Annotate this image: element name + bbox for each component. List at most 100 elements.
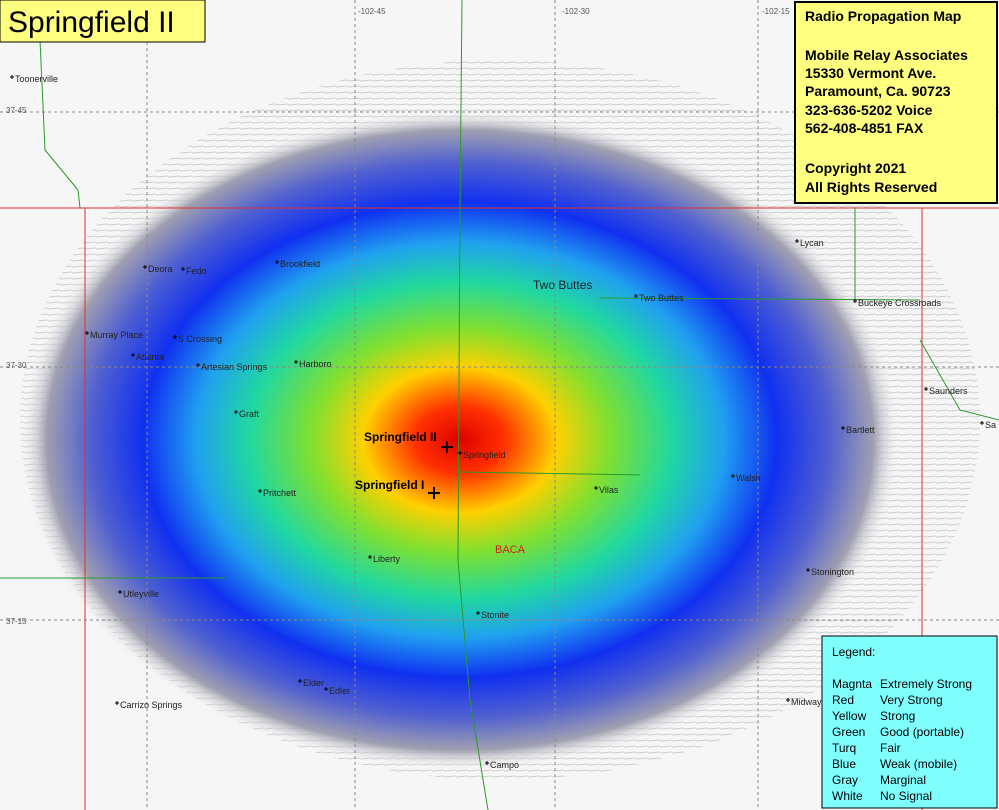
place-label: Edler bbox=[329, 686, 350, 696]
place-label: Bartlett bbox=[846, 425, 875, 435]
place-label: Buckeye Crossroads bbox=[858, 298, 942, 308]
place-marker bbox=[485, 761, 489, 765]
place-label: Stonite bbox=[481, 610, 509, 620]
place-label: Atlanta bbox=[136, 352, 164, 362]
place-marker bbox=[294, 360, 298, 364]
place-label: Walsh bbox=[736, 473, 761, 483]
legend-meaning: No Signal bbox=[880, 789, 932, 803]
place-label: Midway bbox=[791, 697, 822, 707]
place-label: Stonington bbox=[811, 567, 854, 577]
copyright: All Rights Reserved bbox=[805, 179, 937, 195]
places: Toonerville Deora Fedo Brookfield Murray Pla… bbox=[10, 74, 996, 770]
place-label: Two Buttes bbox=[533, 278, 592, 292]
transmitter-marker bbox=[428, 487, 440, 499]
place-marker bbox=[795, 239, 799, 243]
grid-label: -102-45 bbox=[358, 7, 386, 16]
info-line: Paramount, Ca. 90723 bbox=[805, 83, 951, 99]
legend-color: Gray bbox=[832, 773, 858, 787]
place-marker bbox=[10, 75, 14, 79]
title-box bbox=[0, 0, 206, 43]
place-marker bbox=[143, 265, 147, 269]
grid-labels: -102-45 -102-30 -102-15 37-45 37-30 37-1… bbox=[6, 7, 790, 626]
place-marker bbox=[275, 260, 279, 264]
place-label: Pritchett bbox=[263, 488, 297, 498]
place-marker bbox=[324, 687, 328, 691]
place-label: Two Buttes bbox=[639, 293, 684, 303]
info-line: 323-636-5202 Voice bbox=[805, 102, 933, 118]
place-label: Toonerville bbox=[15, 74, 58, 84]
place-marker bbox=[173, 335, 177, 339]
info-title: Radio Propagation Map bbox=[805, 8, 961, 24]
place-marker bbox=[980, 421, 984, 425]
place-label: Brookfield bbox=[280, 259, 320, 269]
transmitters: Springfield II Springfield I bbox=[355, 430, 453, 499]
legend-color: White bbox=[832, 789, 863, 803]
place-marker bbox=[806, 568, 810, 572]
place-label: Utleyville bbox=[123, 589, 159, 599]
copyright: Copyright 2021 bbox=[805, 160, 906, 176]
place-marker bbox=[458, 451, 462, 455]
place-label: Elder bbox=[303, 678, 324, 688]
place-marker bbox=[853, 299, 857, 303]
grid-label: -102-30 bbox=[562, 7, 590, 16]
legend-meaning: Fair bbox=[880, 741, 901, 755]
grid-label: 37-45 bbox=[6, 106, 27, 115]
place-marker bbox=[476, 611, 480, 615]
place-marker bbox=[634, 294, 638, 298]
place-label: Springfield bbox=[463, 450, 506, 460]
place-label: Carrizo Springs bbox=[120, 700, 183, 710]
coverage bbox=[20, 110, 900, 770]
place-marker bbox=[368, 555, 372, 559]
place-marker bbox=[924, 387, 928, 391]
place-marker bbox=[841, 426, 845, 430]
info-box bbox=[794, 1, 998, 204]
transmitter-marker bbox=[441, 441, 453, 453]
place-label: S Crossing bbox=[178, 334, 222, 344]
legend-title: Legend: bbox=[832, 645, 875, 659]
place-marker bbox=[115, 701, 119, 705]
place-marker bbox=[786, 698, 790, 702]
place-marker bbox=[181, 267, 185, 271]
place-marker bbox=[85, 331, 89, 335]
transmitter-label: Springfield II bbox=[364, 430, 437, 444]
legend-color: Red bbox=[832, 693, 854, 707]
info-line: Mobile Relay Associates bbox=[805, 47, 968, 63]
legend-meaning: Marginal bbox=[880, 773, 926, 787]
place-marker bbox=[234, 410, 238, 414]
place-label: Artesian Springs bbox=[201, 362, 268, 372]
place-label: Saunders bbox=[929, 386, 968, 396]
grid-label: 37-15 bbox=[6, 617, 27, 626]
info-line: 15330 Vermont Ave. bbox=[805, 65, 936, 81]
place-marker bbox=[298, 679, 302, 683]
legend-rows: Magnta Extremely Strong Red Very Strong Yell… bbox=[832, 677, 972, 803]
place-label: Fedo bbox=[186, 266, 207, 276]
place-label: Campo bbox=[490, 760, 519, 770]
grid-label: -102-15 bbox=[762, 7, 790, 16]
legend-color: Yellow bbox=[832, 709, 867, 723]
info-line: 562-408-4851 FAX bbox=[805, 120, 924, 136]
legend-meaning: Weak (mobile) bbox=[880, 757, 957, 771]
place-label: BACA bbox=[495, 544, 526, 556]
place-marker bbox=[731, 474, 735, 478]
legend-color: Green bbox=[832, 725, 865, 739]
place-label: Vilas bbox=[599, 485, 619, 495]
legend-color: Blue bbox=[832, 757, 856, 771]
transmitter-label: Springfield I bbox=[355, 478, 424, 492]
place-marker bbox=[196, 363, 200, 367]
place-marker bbox=[258, 489, 262, 493]
legend-meaning: Extremely Strong bbox=[880, 677, 972, 691]
place-label: Liberty bbox=[373, 554, 401, 564]
legend-meaning: Very Strong bbox=[880, 693, 943, 707]
legend-meaning: Good (portable) bbox=[880, 725, 964, 739]
place-marker bbox=[118, 590, 122, 594]
legend-box bbox=[821, 635, 998, 809]
grid-label: 37-30 bbox=[6, 361, 27, 370]
place-label: Lycan bbox=[800, 238, 824, 248]
place-label: Murray Place bbox=[90, 330, 143, 340]
place-label: Harboro bbox=[299, 359, 332, 369]
place-label: Sa bbox=[985, 420, 996, 430]
